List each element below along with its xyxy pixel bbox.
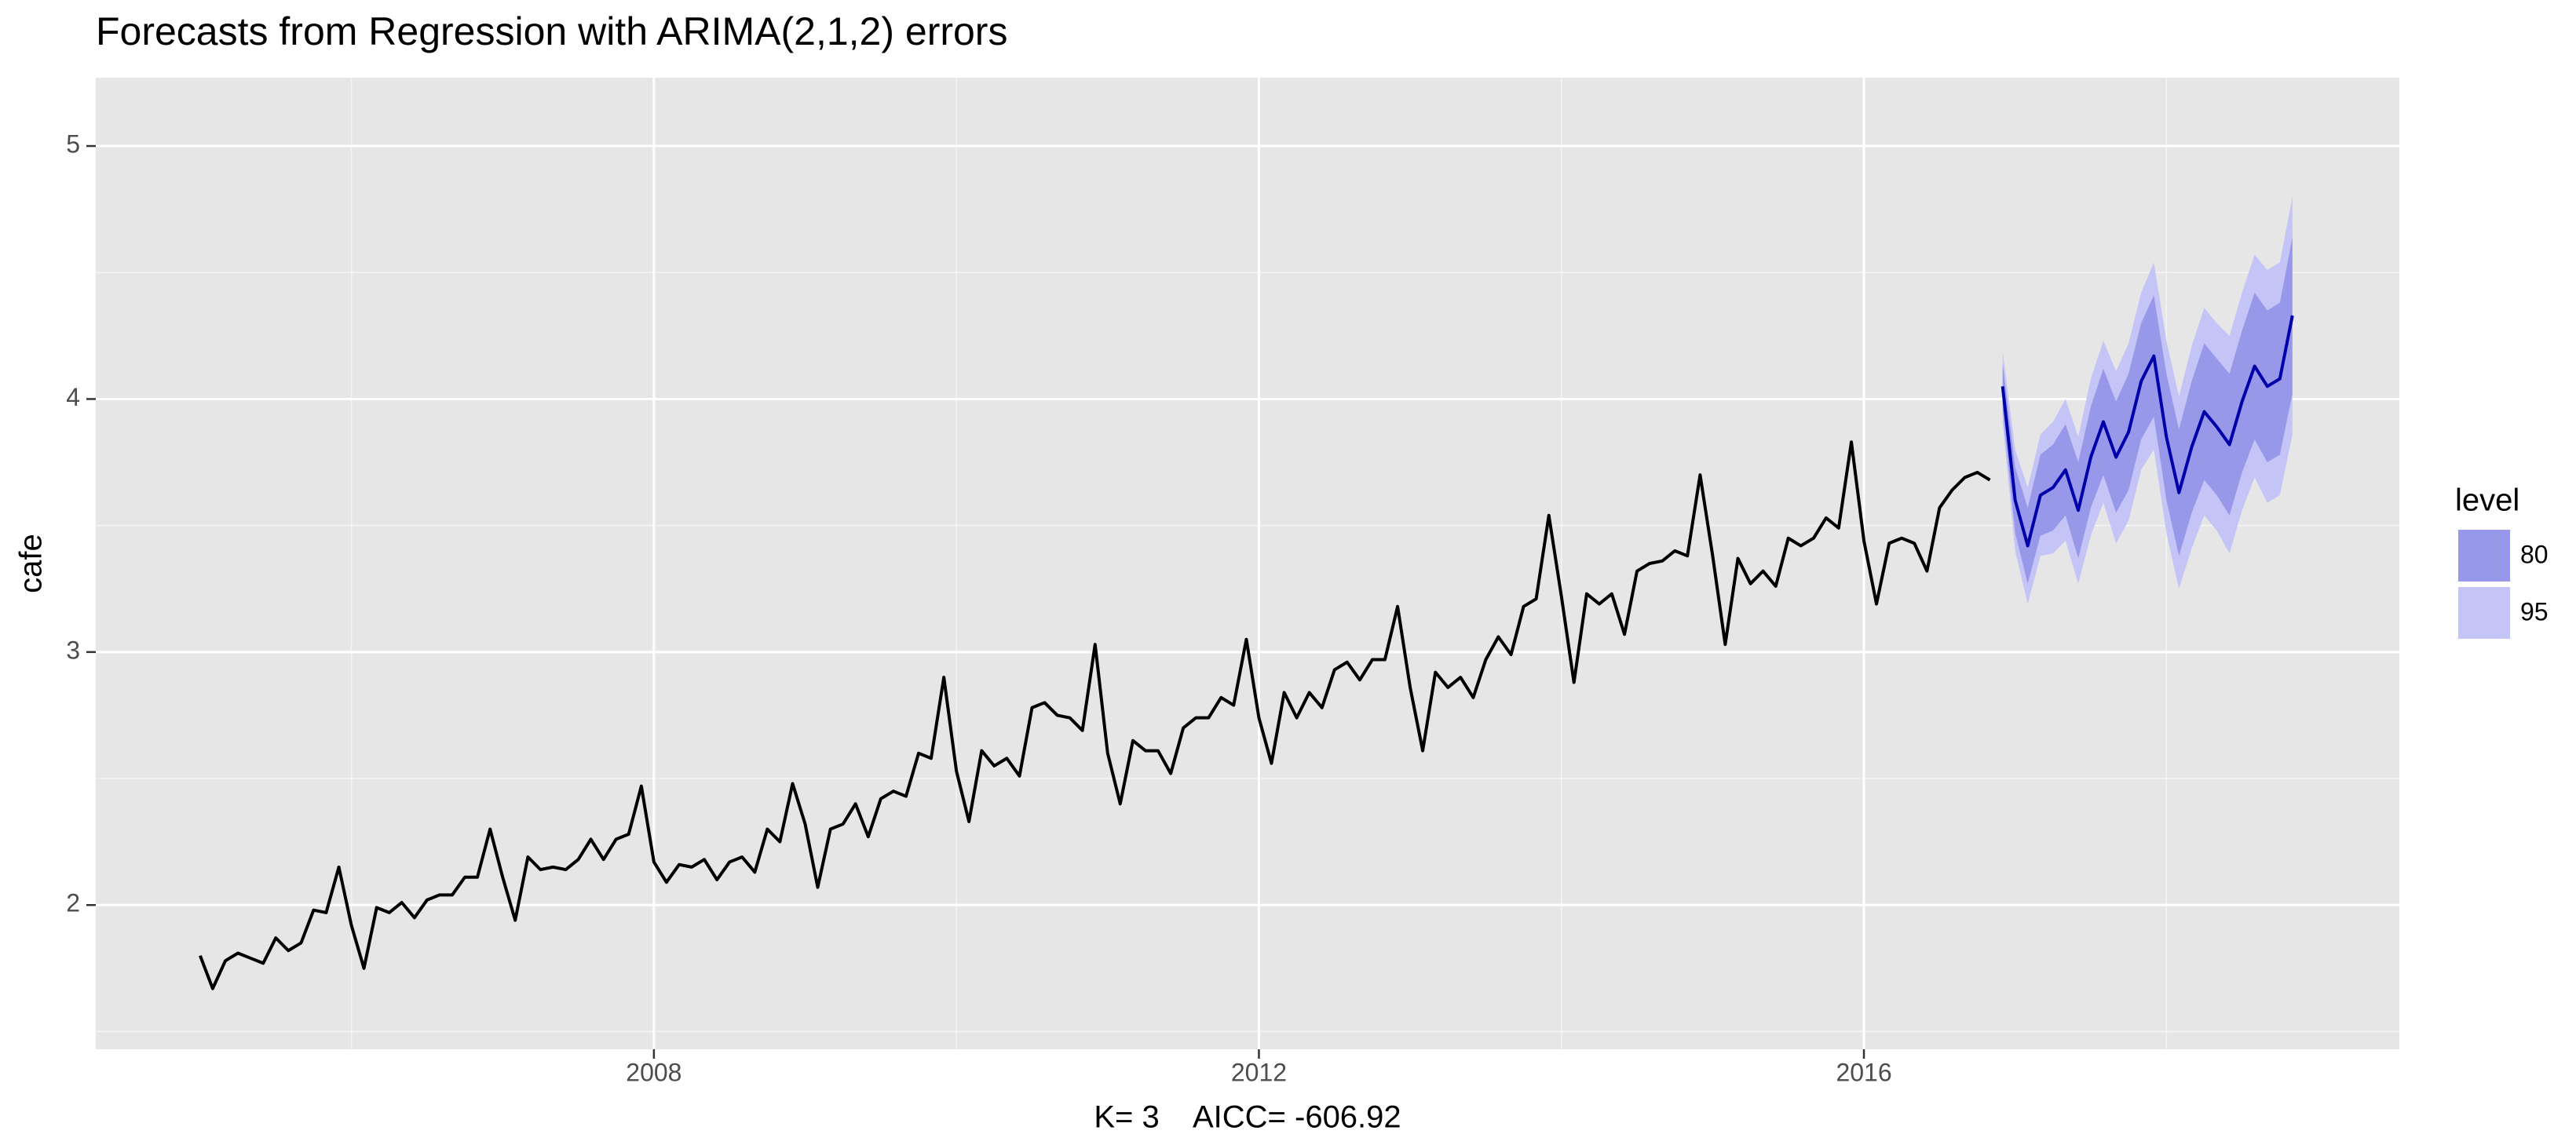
history-line	[199, 440, 1991, 990]
x-tick-label: 2008	[626, 1058, 681, 1086]
y-axis-label: cafe	[14, 534, 49, 593]
legend-title: level	[2455, 483, 2519, 518]
y-tick-label: 4	[66, 383, 80, 411]
legend-key	[2458, 530, 2510, 582]
y-tick-label: 3	[66, 636, 80, 664]
panel	[96, 78, 2399, 1049]
x-axis-label: K= 3 AICC= -606.92	[1094, 1100, 1401, 1135]
x-tick-label: 2016	[1836, 1058, 1891, 1086]
legend-label: 95	[2520, 597, 2549, 625]
y-tick-label: 2	[66, 889, 80, 917]
legend-label: 80	[2520, 540, 2549, 568]
chart-title: Forecasts from Regression with ARIMA(2,1…	[96, 9, 1007, 53]
forecast-line	[2001, 315, 2294, 548]
legend-key	[2458, 587, 2510, 639]
y-tick-label: 5	[66, 130, 80, 159]
x-tick-label: 2012	[1231, 1058, 1287, 1086]
